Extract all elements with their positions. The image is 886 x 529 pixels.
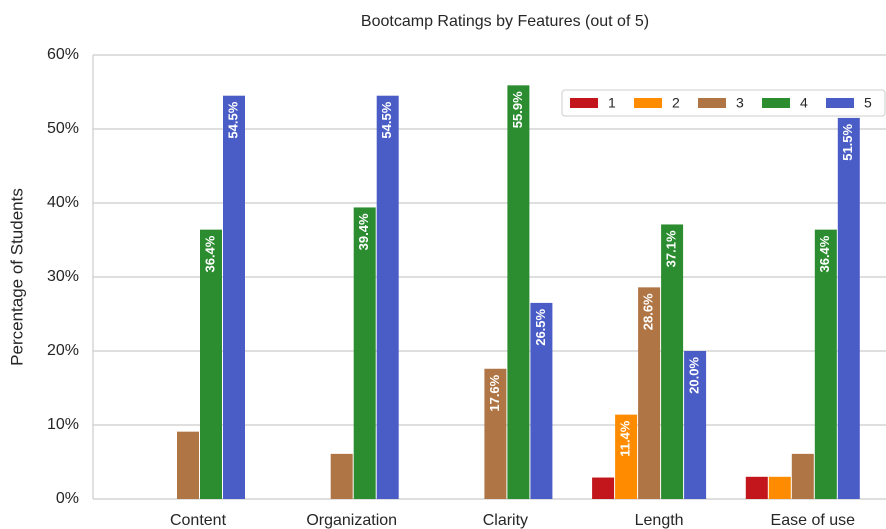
x-tick-label: Clarity (483, 512, 528, 529)
y-axis-label: Percentage of Students (7, 188, 26, 366)
value-label: 28.6% (641, 293, 656, 330)
bar (507, 85, 530, 499)
legend-label: 3 (736, 95, 744, 111)
bar (814, 229, 837, 499)
bar (745, 476, 768, 499)
bar (837, 117, 860, 500)
legend-swatch (634, 98, 662, 108)
value-label: 37.1% (664, 230, 679, 267)
bar (638, 287, 661, 499)
legend-label: 1 (608, 95, 616, 111)
legend-swatch (826, 98, 854, 108)
value-label: 36.4% (202, 235, 217, 272)
y-tick-label: 40% (47, 194, 79, 211)
value-label: 17.6% (487, 374, 502, 411)
value-label: 36.4% (817, 235, 832, 272)
value-label: 54.5% (225, 101, 240, 138)
bar (484, 368, 507, 499)
x-tick-label: Content (170, 512, 227, 529)
bar (768, 476, 791, 499)
bar (376, 95, 399, 499)
y-tick-label: 60% (47, 46, 79, 63)
bar (661, 224, 684, 499)
x-tick-label: Length (635, 512, 684, 529)
value-label: 11.4% (618, 420, 633, 457)
value-label: 55.9% (510, 91, 525, 128)
bar (353, 207, 376, 499)
y-tick-label: 10% (47, 416, 79, 433)
x-tick-label: Organization (306, 512, 397, 529)
y-tick-label: 30% (47, 268, 79, 285)
bar (684, 351, 707, 499)
y-tick-label: 20% (47, 342, 79, 359)
bar (615, 414, 638, 499)
value-label: 39.4% (356, 213, 371, 250)
bar (223, 95, 245, 499)
legend-swatch (762, 98, 790, 108)
legend-label: 2 (672, 95, 680, 111)
bar (200, 229, 222, 499)
value-label: 20.0% (687, 357, 702, 394)
bar (530, 302, 553, 499)
bar (330, 453, 353, 499)
bar (791, 453, 814, 499)
chart-title: Bootcamp Ratings by Features (out of 5) (361, 13, 649, 30)
x-tick-label: Ease of use (771, 512, 856, 529)
legend-label: 4 (800, 95, 808, 111)
value-label: 54.5% (379, 101, 394, 138)
legend-swatch (698, 98, 726, 108)
bar (592, 477, 615, 499)
y-tick-label: 50% (47, 120, 79, 137)
legend-swatch (570, 98, 598, 108)
value-label: 51.5% (840, 123, 855, 160)
y-tick-label: 0% (56, 490, 79, 507)
legend-label: 5 (864, 95, 872, 111)
value-label: 26.5% (533, 308, 548, 345)
bar (177, 431, 199, 499)
